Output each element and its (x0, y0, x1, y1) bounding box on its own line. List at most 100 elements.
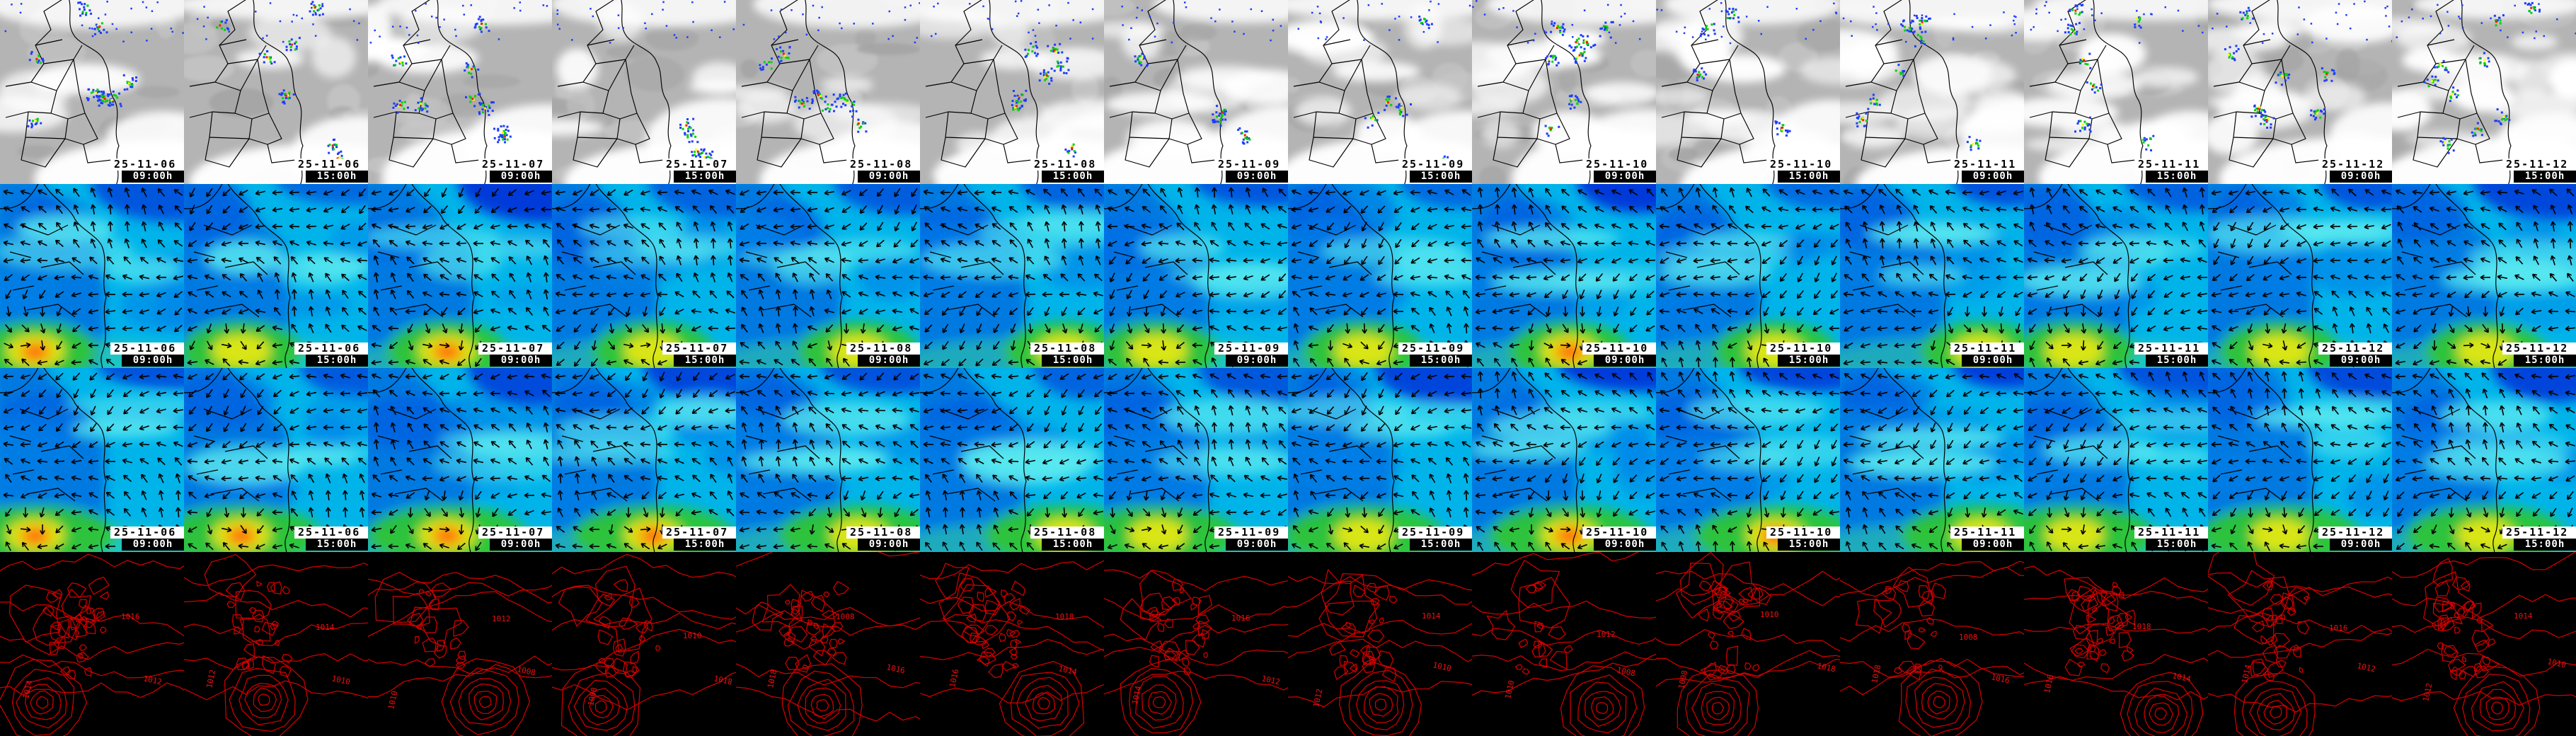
map-panel-pressure-contours-col7: 1016 1014 1012 (1104, 552, 1288, 736)
map-panel-satellite-ir-precipitation-col2: 25-11-06 15:00h (184, 0, 368, 184)
time-label: 15:00h (2146, 355, 2208, 367)
isobar-value-label: 1010 (330, 674, 351, 686)
map-panel-pressure-contours-col12: 1018 1016 1014 (2024, 552, 2208, 736)
time-label: 09:00h (490, 171, 552, 183)
map-panel-wind-field-upper-col13: 25-11-12 09:00h (2208, 184, 2392, 368)
map-panel-satellite-ir-precipitation-col1: 25-11-06 09:00h (0, 0, 184, 184)
time-label: 15:00h (1778, 171, 1840, 183)
wind-map-image (736, 368, 920, 552)
map-panel-wind-field-lower-col11: 25-11-11 09:00h (1840, 368, 2024, 552)
satellite-map-image (184, 0, 368, 184)
isobar-value-label: 1018 (1816, 661, 1836, 674)
time-label: 15:00h (2514, 355, 2576, 367)
map-panel-wind-field-lower-col5: 25-11-08 09:00h (736, 368, 920, 552)
time-label: 15:00h (2146, 539, 2208, 551)
contour-map-image: 1008 1018 1016 (1840, 552, 2024, 736)
wind-map-image (2208, 368, 2392, 552)
isobar-value-label: 1014 (1057, 664, 1078, 677)
satellite-map-image (0, 0, 184, 184)
date-label: 25-11-12 (2318, 343, 2392, 355)
date-label: 25-11-07 (478, 527, 552, 539)
satellite-map-image (920, 0, 1104, 184)
isobar-value-label: 1012 (492, 614, 511, 623)
isobar-value-label: 1012 (2421, 682, 2434, 703)
isobar-value-label: 1012 (1260, 674, 1281, 686)
date-label: 25-11-09 (1214, 343, 1288, 355)
map-panel-wind-field-upper-col11: 25-11-11 09:00h (1840, 184, 2024, 368)
isobar-value-label: 1010 (2546, 657, 2567, 669)
time-label: 15:00h (2514, 539, 2576, 551)
date-label: 25-11-07 (662, 159, 736, 171)
isobar-value-label: 1014 (2171, 671, 2192, 684)
isobar-value-label: 1008 (1677, 669, 1689, 690)
date-label: 25-11-09 (1398, 527, 1472, 539)
contour-map-image: 1014 1012 1010 (1288, 552, 1472, 736)
time-label: 15:00h (306, 539, 368, 551)
isobar-value-label: 1010 (1432, 660, 1452, 673)
date-label: 25-11-09 (1398, 343, 1472, 355)
date-label: 25-11-07 (478, 343, 552, 355)
map-panel-wind-field-upper-col8: 25-11-09 15:00h (1288, 184, 1472, 368)
time-label: 15:00h (2146, 171, 2208, 183)
isobar-value-label: 1008 (1959, 633, 1978, 642)
time-label: 09:00h (1962, 355, 2024, 367)
map-panel-pressure-contours-col6: 1018 1016 1014 (920, 552, 1104, 736)
satellite-map-image (1840, 0, 2024, 184)
isobar-value-label: 1014 (2514, 611, 2533, 621)
isobar-value-label: 1008 (1616, 665, 1636, 678)
map-panel-satellite-ir-precipitation-col5: 25-11-08 09:00h (736, 0, 920, 184)
satellite-map-image (1288, 0, 1472, 184)
time-label: 09:00h (1962, 171, 2024, 183)
wind-map-image (1840, 184, 2024, 368)
map-panel-wind-field-upper-col5: 25-11-08 09:00h (736, 184, 920, 368)
date-label: 25-11-11 (1950, 527, 2024, 539)
isobar-value-label: 1018 (766, 669, 778, 689)
wind-map-image (1104, 368, 1288, 552)
isobar-value-label: 1012 (2356, 661, 2376, 674)
wind-map-image (184, 184, 368, 368)
time-label: 15:00h (306, 171, 368, 183)
contour-map-image: 1012 1010 1008 (1472, 552, 1656, 736)
time-label: 09:00h (1962, 539, 2024, 551)
time-label: 15:00h (1778, 355, 1840, 367)
date-label: 25-11-11 (2134, 527, 2208, 539)
isobar-value-label: 1016 (1990, 672, 2011, 685)
time-label: 15:00h (1410, 539, 1472, 551)
date-label: 25-11-09 (1398, 159, 1472, 171)
time-label: 15:00h (674, 171, 736, 183)
map-panel-pressure-contours-col13: 1016 1014 1012 (2208, 552, 2392, 736)
map-panel-pressure-contours-col9: 1012 1010 1008 (1472, 552, 1656, 736)
date-label: 25-11-10 (1582, 159, 1656, 171)
contour-map-image: 1014 1012 1010 (2392, 552, 2576, 736)
map-panel-wind-field-upper-col12: 25-11-11 15:00h (2024, 184, 2208, 368)
time-label: 09:00h (1594, 171, 1656, 183)
wind-map-image (552, 368, 736, 552)
date-label: 25-11-06 (294, 527, 368, 539)
isobar-value-label: 1018 (2132, 622, 2151, 631)
date-label: 25-11-12 (2318, 159, 2392, 171)
wind-map-image (2024, 368, 2208, 552)
time-label: 15:00h (1410, 171, 1472, 183)
map-panel-pressure-contours-col14: 1014 1012 1010 (2392, 552, 2576, 736)
map-panel-wind-field-lower-col6: 25-11-08 15:00h (920, 368, 1104, 552)
contour-map-image: 1018 1016 1014 (920, 552, 1104, 736)
isobar-value-label: 1014 (1130, 685, 1143, 706)
map-panel-satellite-ir-precipitation-col11: 25-11-11 09:00h (1840, 0, 2024, 184)
isobar-value-label: 1014 (316, 623, 335, 632)
date-label: 25-11-10 (1766, 527, 1840, 539)
map-panel-wind-field-lower-col4: 25-11-07 15:00h (552, 368, 736, 552)
time-label: 09:00h (490, 355, 552, 367)
map-panel-wind-field-lower-col9: 25-11-10 09:00h (1472, 368, 1656, 552)
date-label: 25-11-06 (110, 527, 184, 539)
isobar-value-label: 1018 (1055, 612, 1074, 621)
time-label: 15:00h (1042, 539, 1104, 551)
isobar-value-label: 1012 (205, 669, 217, 689)
contour-map-image: 1018 1016 1014 (2024, 552, 2208, 736)
date-label: 25-11-12 (2502, 159, 2576, 171)
wind-map-image (0, 184, 184, 368)
satellite-map-image (1104, 0, 1288, 184)
map-panel-satellite-ir-precipitation-col13: 25-11-12 09:00h (2208, 0, 2392, 184)
satellite-map-image (2024, 0, 2208, 184)
map-panel-wind-field-upper-col6: 25-11-08 15:00h (920, 184, 1104, 368)
